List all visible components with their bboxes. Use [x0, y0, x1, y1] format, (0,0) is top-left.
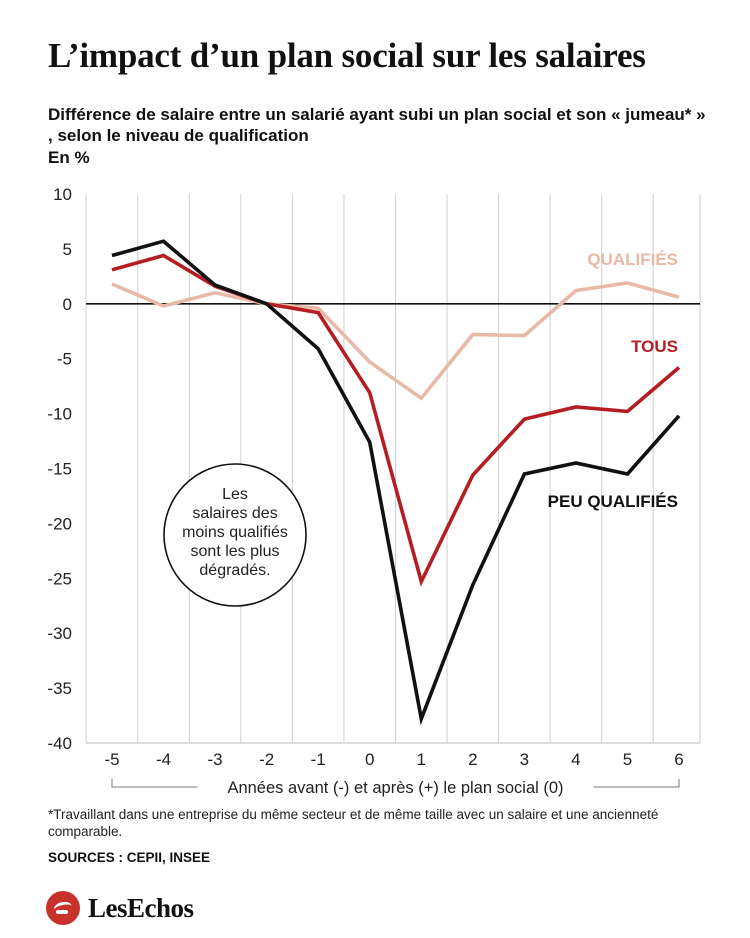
series-line — [111, 281, 680, 401]
series-lines — [111, 239, 681, 726]
y-tick-label: -20 — [47, 514, 72, 533]
series-line — [111, 239, 681, 726]
brand-name: LesEchos — [88, 892, 194, 923]
series-label: TOUS — [631, 337, 678, 356]
les-echos-rooster-icon — [46, 891, 80, 925]
annotation: Les salaires des moins qualifiés sont les p… — [163, 463, 307, 607]
series-label: QUALIFIÉS — [587, 250, 678, 269]
x-tick-label: 0 — [365, 750, 374, 769]
annotation-text-line: sont les plus — [191, 543, 280, 560]
y-tick-label: -25 — [47, 569, 72, 588]
x-axis-title: Années avant (-) et après (+) le plan so… — [227, 779, 563, 797]
annotation-text-line: dégradés. — [199, 562, 270, 579]
chart-title: L’impact d’un plan social sur les salair… — [48, 36, 646, 75]
x-axis: -5 -4 -3 -2 -1 0 1 2 3 4 5 6 Années avant (-) et apr… — [104, 750, 684, 797]
x-tick-label: -5 — [104, 750, 119, 769]
annotation-text-line: salaires des — [192, 505, 277, 522]
chart-subtitle: Différence de salaire entre un salarié a… — [48, 105, 706, 145]
y-axis: 10 5 0 -5 -10 -15 -20 -25 -30 -35 -40 — [47, 185, 72, 753]
y-tick-label: -35 — [47, 679, 72, 698]
annotation-circle — [163, 463, 307, 607]
series-line — [111, 253, 681, 587]
footnote: *Travaillant dans une entreprise du même… — [48, 807, 659, 839]
y-tick-label: 0 — [63, 295, 72, 314]
series-labels: QUALIFIÉS TOUS PEU QUALIFIÉS — [548, 250, 678, 511]
sources: SOURCES : CEPII, INSEE — [48, 850, 211, 865]
y-tick-label: -10 — [47, 405, 72, 424]
x-tick-label: 1 — [417, 750, 426, 769]
x-tick-label: 6 — [674, 750, 683, 769]
x-tick-label: 2 — [468, 750, 477, 769]
annotation-text-line: moins qualifiés — [182, 524, 288, 541]
y-tick-label: -30 — [47, 624, 72, 643]
annotation-text-line: Les — [222, 486, 248, 503]
series-label: PEU QUALIFIÉS — [548, 492, 678, 511]
x-tick-label: -1 — [311, 750, 326, 769]
x-tick-label: 4 — [571, 750, 580, 769]
y-tick-label: 10 — [53, 185, 72, 204]
les-echos-logo[interactable]: LesEchos — [46, 888, 194, 928]
x-tick-label: -2 — [259, 750, 274, 769]
x-tick-label: -3 — [208, 750, 223, 769]
x-tick-label: -4 — [156, 750, 171, 769]
unit-label: En % — [48, 148, 90, 167]
x-axis-label-bg — [197, 777, 594, 797]
y-tick-label: -5 — [57, 350, 72, 369]
y-tick-label: 5 — [63, 240, 72, 259]
y-tick-label: -40 — [47, 734, 72, 753]
x-tick-label: 5 — [623, 750, 632, 769]
y-tick-label: -15 — [47, 460, 72, 479]
x-tick-label: 3 — [520, 750, 529, 769]
